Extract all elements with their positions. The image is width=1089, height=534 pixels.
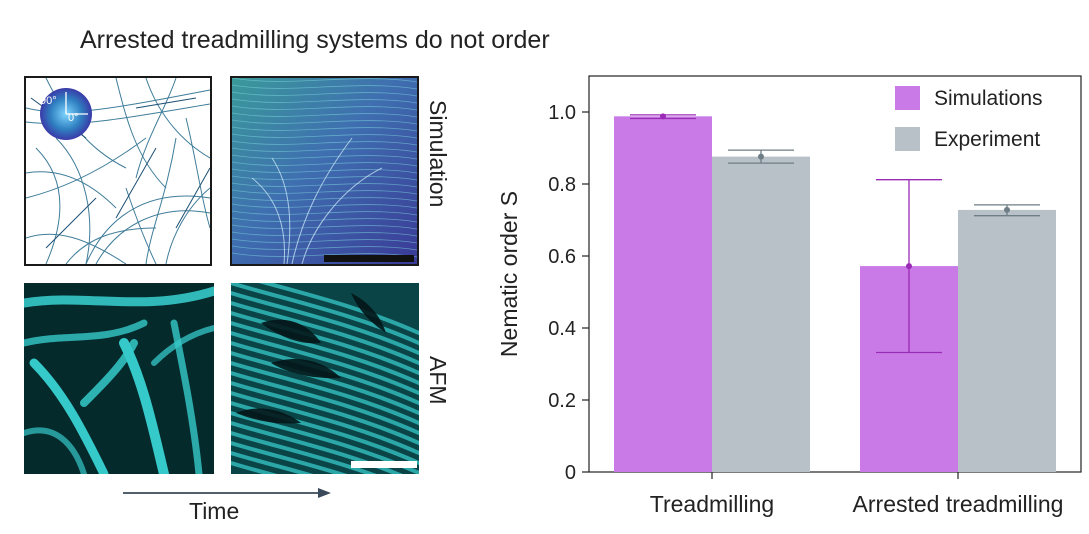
mean-point xyxy=(1004,206,1010,213)
legend-label: Simulations xyxy=(934,87,1043,110)
x-tick-label: Treadmilling xyxy=(650,491,774,517)
mean-point xyxy=(906,263,912,270)
bar-experiment xyxy=(712,156,810,472)
time-arrow-icon xyxy=(123,488,331,498)
figure-headline: Arrested treadmilling systems do not ord… xyxy=(80,26,550,54)
plot-frame xyxy=(588,75,1082,473)
time-label: Time xyxy=(189,498,240,524)
colorwheel-0-label: 0° xyxy=(68,112,79,124)
legend-label: Experiment xyxy=(934,128,1040,151)
afm-late-panel xyxy=(231,283,419,474)
simulation-late-panel xyxy=(230,76,419,266)
y-tick-label: 0 xyxy=(565,462,576,484)
legend-swatch xyxy=(895,86,920,110)
afm-early-panel xyxy=(24,283,214,474)
y-tick-label: 0.2 xyxy=(548,390,576,412)
y-axis-label: Nematic order S xyxy=(496,191,522,357)
colorwheel-90-label: 90° xyxy=(40,95,57,107)
mean-point xyxy=(758,153,764,160)
bar-experiment xyxy=(958,209,1056,473)
orientation-colorwheel-icon xyxy=(40,88,92,140)
mean-point xyxy=(660,113,666,120)
dense-filaments-image xyxy=(232,78,417,264)
afm-sparse-image xyxy=(24,286,214,474)
bar-simulations xyxy=(614,116,712,472)
y-tick-label: 0.8 xyxy=(548,174,576,196)
afm-dense-image xyxy=(231,283,419,474)
legend-swatch xyxy=(895,127,920,151)
sparse-filaments-image xyxy=(26,78,210,264)
y-tick-label: 0.4 xyxy=(548,318,576,340)
y-tick-label: 0.6 xyxy=(548,246,576,268)
simulation-early-panel: 90° 0° xyxy=(24,76,212,266)
y-tick-label: 1.0 xyxy=(548,102,576,124)
x-tick-label: Arrested treadmilling xyxy=(853,491,1064,517)
